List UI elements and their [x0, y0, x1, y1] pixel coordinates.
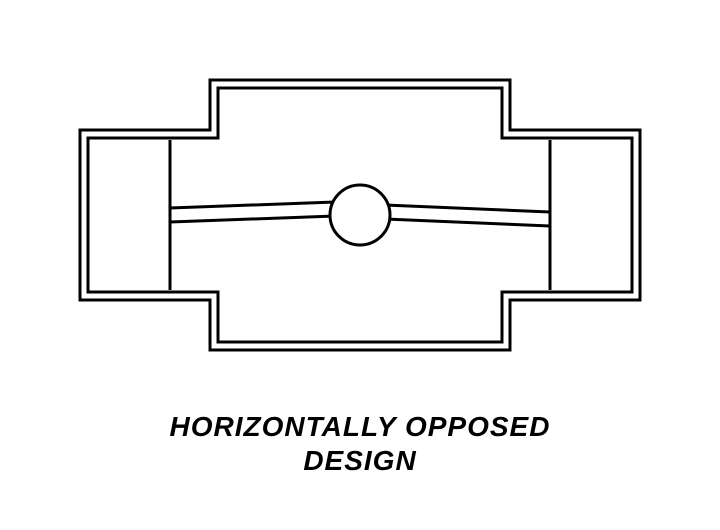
caption-line-2: DESIGN	[0, 444, 720, 478]
caption-line-1: HORIZONTALLY OPPOSED	[0, 410, 720, 444]
diagram-canvas: HORIZONTALLY OPPOSED DESIGN	[0, 0, 720, 530]
diagram-caption: HORIZONTALLY OPPOSED DESIGN	[0, 410, 720, 477]
